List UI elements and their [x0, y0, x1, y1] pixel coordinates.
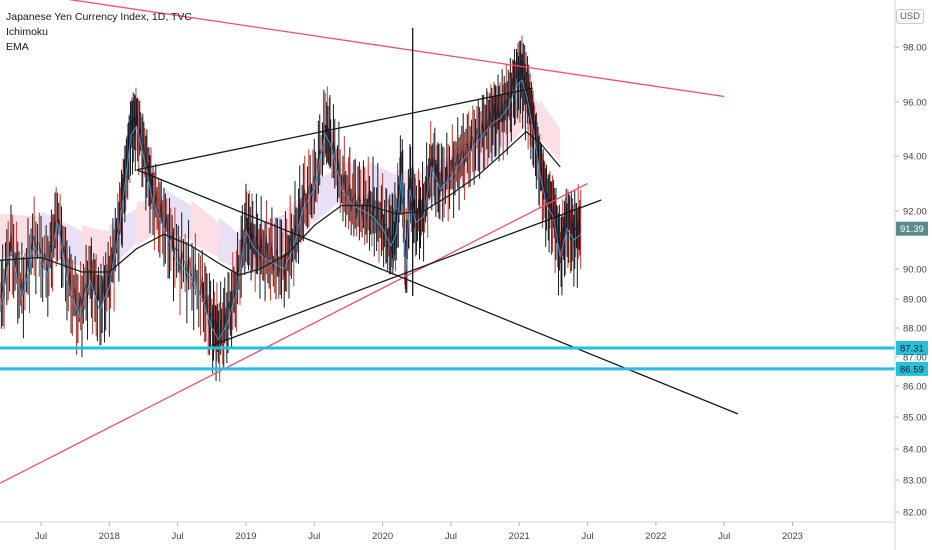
y-tick-label: 87.00: [903, 353, 927, 364]
x-tick-label: Jul: [172, 531, 184, 542]
level-label-bg: [896, 361, 928, 376]
y-tick-label: 94.00: [903, 152, 927, 163]
x-tick-label: Jul: [35, 531, 47, 542]
indicator-ema[interactable]: EMA: [6, 41, 29, 53]
horizontal-levels[interactable]: 87.31 86.59: [0, 341, 928, 376]
y-tick-label: 84.00: [903, 445, 927, 456]
y-tick-label: 90.00: [903, 265, 927, 276]
x-tick-label: 2021: [509, 531, 530, 542]
trendline[interactable]: [136, 169, 739, 415]
x-tick-label: Jul: [308, 531, 320, 542]
trendlines[interactable]: [0, 0, 739, 484]
last-price-label: 91.39: [900, 224, 924, 235]
level-label: 87.31: [900, 344, 924, 355]
level-label: 86.59: [900, 364, 924, 375]
trendline[interactable]: [0, 0, 725, 98]
x-tick-label: Jul: [581, 531, 593, 542]
x-tick-label: 2019: [235, 531, 256, 542]
y-tick-label: 82.00: [903, 508, 927, 519]
chart-series: [0, 35, 582, 382]
conversion-line: [0, 79, 582, 341]
y-tick-label: 92.00: [903, 207, 927, 218]
x-tick-label: 2020: [372, 531, 393, 542]
x-tick-label: 2022: [645, 531, 666, 542]
x-tick-label: Jul: [718, 531, 730, 542]
last-price-bg: [896, 221, 928, 236]
y-tick-label: 88.00: [903, 324, 927, 335]
y-tick-label: 86.00: [903, 382, 927, 393]
level-label-bg: [896, 341, 928, 356]
ema-line: [0, 130, 561, 276]
chart-title: Japanese Yen Currency Index, 1D, TVC: [6, 11, 193, 23]
y-tick-label: 89.00: [903, 295, 927, 306]
x-tick-label: Jul: [445, 531, 457, 542]
cloud-segment: [0, 213, 41, 258]
chart-legend: Japanese Yen Currency Index, 1D, TVC Ich…: [6, 10, 192, 55]
y-tick-label: 83.00: [903, 476, 927, 487]
indicator-ichimoku[interactable]: Ichimoku: [6, 26, 49, 38]
y-tick-label: 85.00: [903, 413, 927, 424]
currency-button[interactable]: USD: [895, 9, 924, 24]
trendline[interactable]: [0, 182, 588, 484]
cloud-segment: [218, 216, 240, 269]
cloud-segment: [539, 99, 561, 162]
trendline[interactable]: [211, 199, 602, 347]
x-tick-label: 2018: [99, 531, 120, 542]
trendline[interactable]: [136, 87, 534, 171]
cloud-segment: [191, 200, 219, 258]
x-tick-label: 2023: [782, 531, 803, 542]
y-tick-label: 98.00: [903, 43, 927, 54]
y-tick-label: 96.00: [903, 98, 927, 109]
